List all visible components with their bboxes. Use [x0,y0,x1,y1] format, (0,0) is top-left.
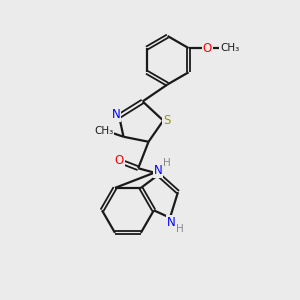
Text: O: O [115,154,124,166]
Text: N: N [154,164,162,177]
Text: H: H [176,224,184,234]
Text: N: N [112,108,121,121]
Text: S: S [163,114,170,127]
Text: CH₃: CH₃ [94,126,113,136]
Text: H: H [163,158,171,168]
Text: O: O [202,42,212,55]
Text: N: N [167,216,176,229]
Text: CH₃: CH₃ [220,43,239,53]
